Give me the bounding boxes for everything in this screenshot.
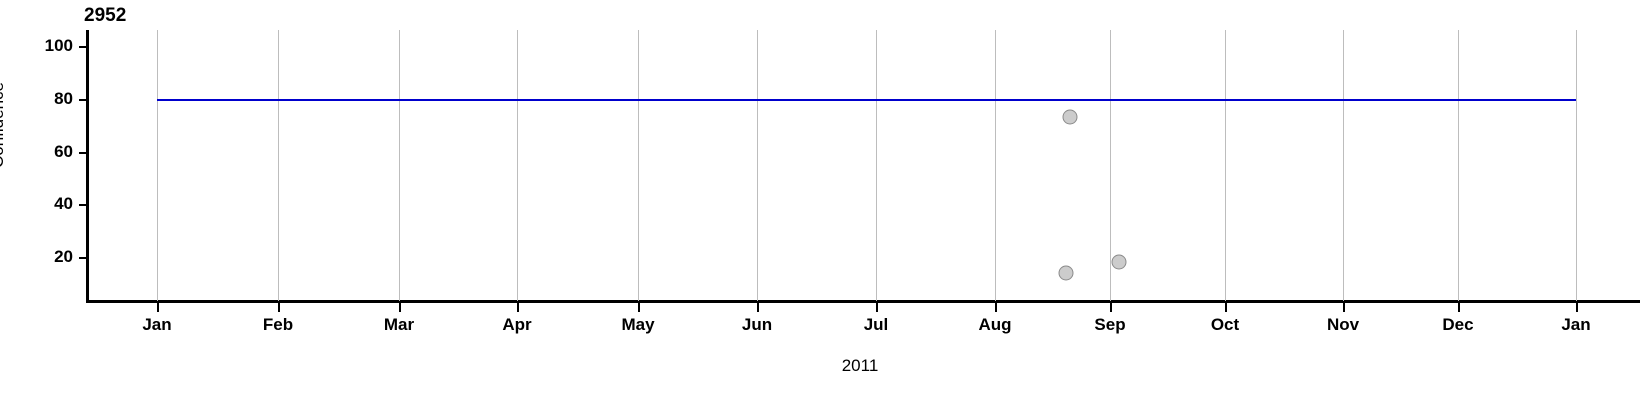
x-tick-jun-5 — [757, 303, 759, 312]
x-tick-jul-6 — [876, 303, 878, 312]
y-tick-60 — [79, 151, 87, 154]
gridline-nov-10 — [1343, 30, 1344, 301]
data-point-2[interactable] — [1111, 254, 1127, 270]
x-axis-title: 2011 — [0, 356, 1650, 376]
x-tick-label-dec-11: Dec — [1442, 315, 1474, 334]
gridline-jan-12 — [1576, 30, 1577, 301]
chart-title: 2952 — [84, 5, 127, 26]
x-tick-dec-11 — [1458, 303, 1460, 312]
y-tick-100 — [79, 46, 87, 48]
gridline-dec-11 — [1458, 30, 1459, 301]
y-tick-label-80: 80 — [54, 88, 73, 108]
x-tick-jan-12 — [1576, 303, 1578, 312]
gridline-sep-8 — [1110, 30, 1111, 301]
x-tick-oct-9 — [1225, 303, 1227, 312]
y-tick-40 — [79, 204, 87, 207]
y-tick-label-100: 100 — [44, 36, 73, 55]
x-tick-apr-3 — [517, 303, 519, 312]
x-tick-label-apr-3: Apr — [502, 315, 532, 334]
gridline-jun-5 — [757, 30, 758, 301]
gridline-apr-3 — [517, 30, 518, 301]
x-axis-title-text: 2011 — [841, 356, 879, 375]
gridline-jul-6 — [876, 30, 877, 301]
y-axis-line — [86, 30, 89, 303]
data-point-1[interactable] — [1058, 265, 1074, 281]
gridline-may-4 — [638, 30, 639, 301]
gridline-feb-1 — [278, 30, 279, 301]
x-tick-aug-7 — [995, 303, 997, 312]
y-tick-80 — [79, 98, 87, 101]
x-tick-mar-2 — [399, 303, 401, 312]
x-tick-jan-0 — [157, 303, 159, 312]
x-tick-label-jul-6: Jul — [863, 315, 889, 334]
x-tick-label-feb-1: Feb — [262, 315, 294, 334]
y-axis-title: Confidence — [0, 81, 7, 168]
x-tick-label-sep-8: Sep — [1094, 315, 1126, 334]
x-tick-feb-1 — [278, 303, 280, 312]
gridline-oct-9 — [1225, 30, 1226, 301]
y-tick-20 — [79, 257, 87, 260]
y-tick-label-20: 20 — [54, 247, 73, 267]
x-tick-label-mar-2: Mar — [383, 315, 415, 334]
x-tick-label-oct-9: Oct — [1210, 315, 1240, 334]
x-tick-label-nov-10: Nov — [1326, 315, 1360, 334]
threshold-line — [157, 98, 1576, 101]
y-tick-label-40: 40 — [54, 194, 73, 214]
x-tick-label-jun-5: Jun — [741, 315, 773, 334]
x-tick-label-jan-12: Jan — [1561, 315, 1591, 334]
x-tick-may-4 — [638, 303, 640, 312]
x-tick-label-may-4: May — [621, 315, 655, 334]
x-axis-line — [86, 300, 1640, 303]
data-point-0[interactable] — [1062, 109, 1078, 125]
gridline-aug-7 — [995, 30, 996, 301]
x-tick-sep-8 — [1110, 303, 1112, 312]
y-tick-label-60: 60 — [54, 141, 73, 161]
x-tick-label-jan-0: Jan — [142, 315, 172, 334]
gridline-jan-0 — [157, 30, 158, 301]
x-tick-label-aug-7: Aug — [978, 315, 1012, 334]
x-tick-nov-10 — [1343, 303, 1345, 312]
gridline-mar-2 — [399, 30, 400, 301]
